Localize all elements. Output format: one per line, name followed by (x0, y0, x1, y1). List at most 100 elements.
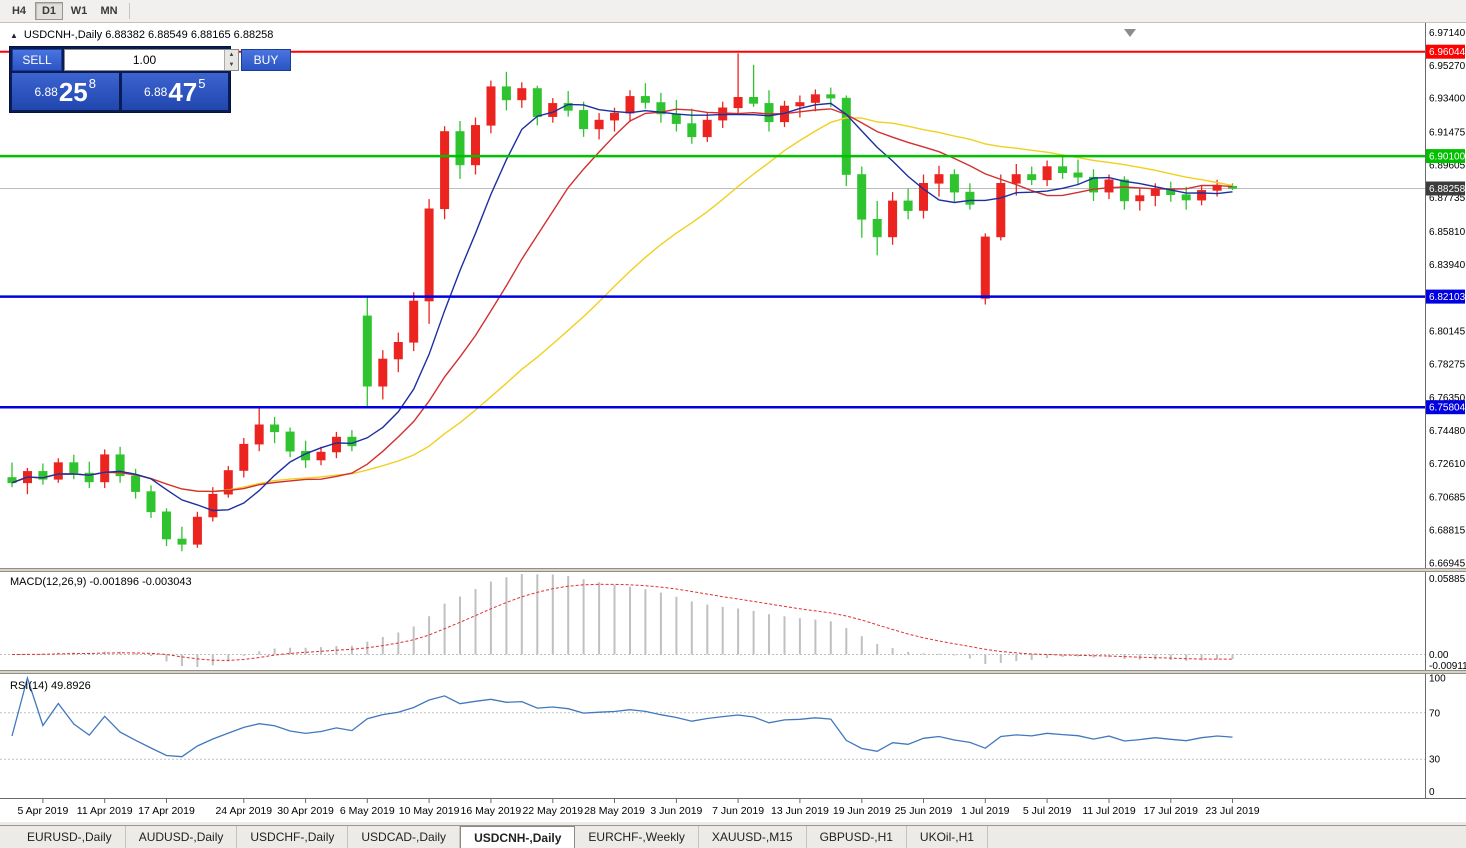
candle-body (702, 119, 712, 138)
date-label: 5 Jul 2019 (1023, 805, 1072, 817)
candle-body (84, 472, 94, 483)
tab-eurusd-daily[interactable]: EURUSD-,Daily (14, 826, 126, 848)
timeframe-button-mn[interactable]: MN (95, 2, 123, 20)
ma-mid-red (11, 108, 1233, 493)
candle-body (764, 103, 774, 123)
candle-body (965, 191, 975, 205)
candle-body (826, 94, 836, 99)
price-tick-label: 6.80145 (1429, 327, 1466, 338)
timeframe-button-d1[interactable]: D1 (35, 2, 63, 20)
toolbar-separator (129, 3, 130, 19)
candle-body (470, 125, 480, 166)
candle-body (424, 208, 434, 302)
buy-button[interactable]: BUY (241, 49, 291, 71)
chart-shift-marker-icon[interactable] (1124, 29, 1136, 37)
tab-gbpusd-h1[interactable]: GBPUSD-,H1 (807, 826, 907, 848)
tab-usdcnh-daily[interactable]: USDCNH-,Daily (460, 826, 576, 848)
price-tick-label: 6.95270 (1429, 61, 1466, 72)
volume-spinner: ▲ ▼ (224, 50, 238, 70)
candle (934, 165, 944, 197)
candle-body (192, 516, 202, 545)
volume-increment-button[interactable]: ▲ (225, 50, 238, 60)
candle (1197, 185, 1207, 206)
tab-eurchf-weekly[interactable]: EURCHF-,Weekly (575, 826, 699, 848)
buy-price-panel[interactable]: 6.88 47 5 (121, 73, 228, 110)
candle (316, 446, 326, 466)
date-label: 6 May 2019 (340, 805, 395, 817)
candle (733, 53, 743, 114)
price-tick-label: 6.78275 (1429, 359, 1466, 370)
candle-body (440, 131, 450, 210)
candle-body (362, 315, 372, 387)
price-badge (1426, 181, 1465, 196)
panel-separator[interactable] (0, 670, 1466, 674)
rsi-scale-label: 70 (1429, 708, 1441, 719)
candle (100, 449, 110, 489)
date-label: 25 Jun 2019 (895, 805, 953, 817)
candle-body (53, 462, 63, 480)
sell-price-big: 25 (58, 76, 88, 107)
candle (579, 101, 589, 137)
candle-body (239, 443, 249, 471)
candle-body (1027, 174, 1037, 181)
candle (857, 166, 867, 238)
symbol-ohlc-header: ▲ USDCNH-,Daily 6.88382 6.88549 6.88165 … (10, 29, 273, 41)
candle-body (1042, 166, 1052, 181)
chart-canvas[interactable]: 6.97140 6.95270 6.93400 6.91475 6.89605 6.877… (0, 23, 1466, 822)
panel-separator[interactable] (0, 568, 1466, 572)
candle-body (378, 358, 388, 387)
candle-body (1104, 179, 1114, 193)
tab-ukoil-h1[interactable]: UKOil-,H1 (907, 826, 988, 848)
candle-body (934, 174, 944, 184)
sell-price-sup: 8 (88, 76, 96, 91)
candle-body (1150, 188, 1160, 196)
date-label: 1 Jul 2019 (961, 805, 1010, 817)
candle (810, 89, 820, 112)
candle (1135, 188, 1145, 211)
volume-input[interactable] (65, 50, 224, 70)
time-axis[interactable] (0, 799, 1466, 822)
candle (702, 113, 712, 143)
candle (146, 485, 156, 518)
candle-body (996, 183, 1006, 238)
candle-body (733, 97, 743, 109)
candle (393, 332, 403, 373)
date-label: 5 Apr 2019 (18, 805, 69, 817)
price-tick-label: 6.89605 (1429, 160, 1466, 171)
symbol-ohlc-text: USDCNH-,Daily 6.88382 6.88549 6.88165 6.… (23, 29, 274, 41)
candle-body (347, 436, 357, 447)
macd-signal-line (11, 583, 1233, 661)
candle (980, 233, 990, 305)
date-label: 7 Jun 2019 (712, 805, 764, 817)
tab-usdchf-daily[interactable]: USDCHF-,Daily (237, 826, 349, 848)
candle (177, 526, 187, 552)
candle (38, 463, 48, 485)
price-badge-label: 6.88258 (1429, 184, 1466, 195)
candle (69, 454, 79, 480)
one-click-trade-panel: SELL ▲ ▼ BUY 6.88 25 8 6.88 47 5 (9, 46, 291, 113)
date-label: 16 May 2019 (461, 805, 522, 817)
candle-body (254, 424, 264, 445)
candle (1181, 186, 1191, 210)
sell-price-panel[interactable]: 6.88 25 8 (12, 73, 119, 110)
timeframe-button-h4[interactable]: H4 (5, 2, 33, 20)
tab-usdcad-daily[interactable]: USDCAD-,Daily (348, 826, 461, 848)
candle (903, 188, 913, 220)
price-tick-label: 6.97140 (1429, 28, 1466, 39)
macd-scale-max-label: 0.058851 (1429, 574, 1466, 585)
candle (656, 92, 666, 123)
sell-button[interactable]: SELL (12, 49, 62, 71)
candle-body (1181, 194, 1191, 201)
candle-body (857, 174, 867, 220)
volume-decrement-button[interactable]: ▼ (225, 60, 238, 70)
timeframe-button-w1[interactable]: W1 (65, 2, 93, 20)
tab-xauusd-m15[interactable]: XAUUSD-,M15 (699, 826, 807, 848)
candle (455, 121, 465, 179)
one-click-toggle-icon[interactable]: ▲ (10, 30, 18, 40)
candle (270, 416, 280, 444)
candle (162, 508, 172, 546)
date-label: 11 Apr 2019 (77, 805, 133, 817)
candle (918, 174, 928, 219)
date-label: 28 May 2019 (584, 805, 645, 817)
tab-audusd-daily[interactable]: AUDUSD-,Daily (126, 826, 238, 848)
